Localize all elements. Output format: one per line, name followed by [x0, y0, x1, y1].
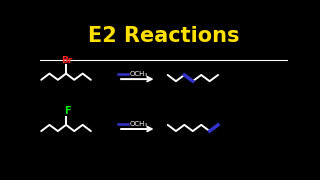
Text: E2 Reactions: E2 Reactions: [88, 26, 240, 46]
Text: Br: Br: [61, 56, 73, 65]
Text: OCH₃: OCH₃: [129, 71, 148, 77]
Text: OCH₃: OCH₃: [129, 121, 148, 127]
Text: F: F: [64, 106, 71, 116]
